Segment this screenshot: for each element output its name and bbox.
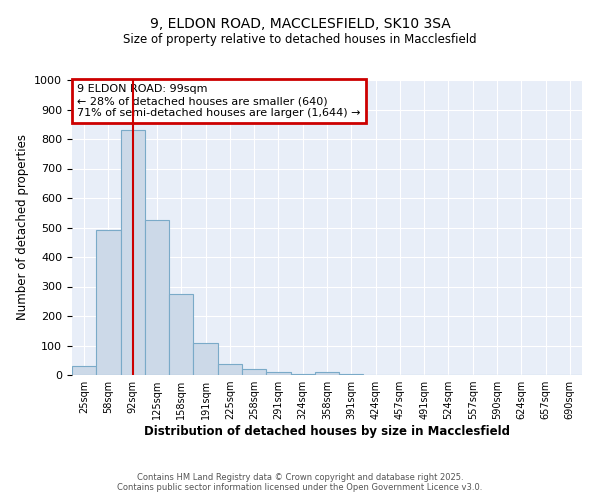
Bar (193, 342, 218, 375)
Bar (96, 230, 121, 375)
Bar (72, 366, 96, 375)
Bar (315, 372, 339, 375)
Text: Size of property relative to detached houses in Macclesfield: Size of property relative to detached ho… (123, 32, 477, 46)
Bar (218, 364, 242, 375)
Bar (290, 374, 315, 375)
Bar (169, 294, 193, 375)
Bar (145, 220, 169, 375)
Bar (266, 372, 290, 375)
Bar (339, 374, 364, 375)
X-axis label: Distribution of detached houses by size in Macclesfield: Distribution of detached houses by size … (144, 425, 510, 438)
Text: 9 ELDON ROAD: 99sqm
← 28% of detached houses are smaller (640)
71% of semi-detac: 9 ELDON ROAD: 99sqm ← 28% of detached ho… (77, 84, 361, 117)
Bar (121, 130, 145, 375)
Text: Contains HM Land Registry data © Crown copyright and database right 2025.: Contains HM Land Registry data © Crown c… (137, 472, 463, 482)
Y-axis label: Number of detached properties: Number of detached properties (16, 134, 29, 320)
Bar (242, 369, 266, 375)
Text: Contains public sector information licensed under the Open Government Licence v3: Contains public sector information licen… (118, 482, 482, 492)
Text: 9, ELDON ROAD, MACCLESFIELD, SK10 3SA: 9, ELDON ROAD, MACCLESFIELD, SK10 3SA (149, 18, 451, 32)
